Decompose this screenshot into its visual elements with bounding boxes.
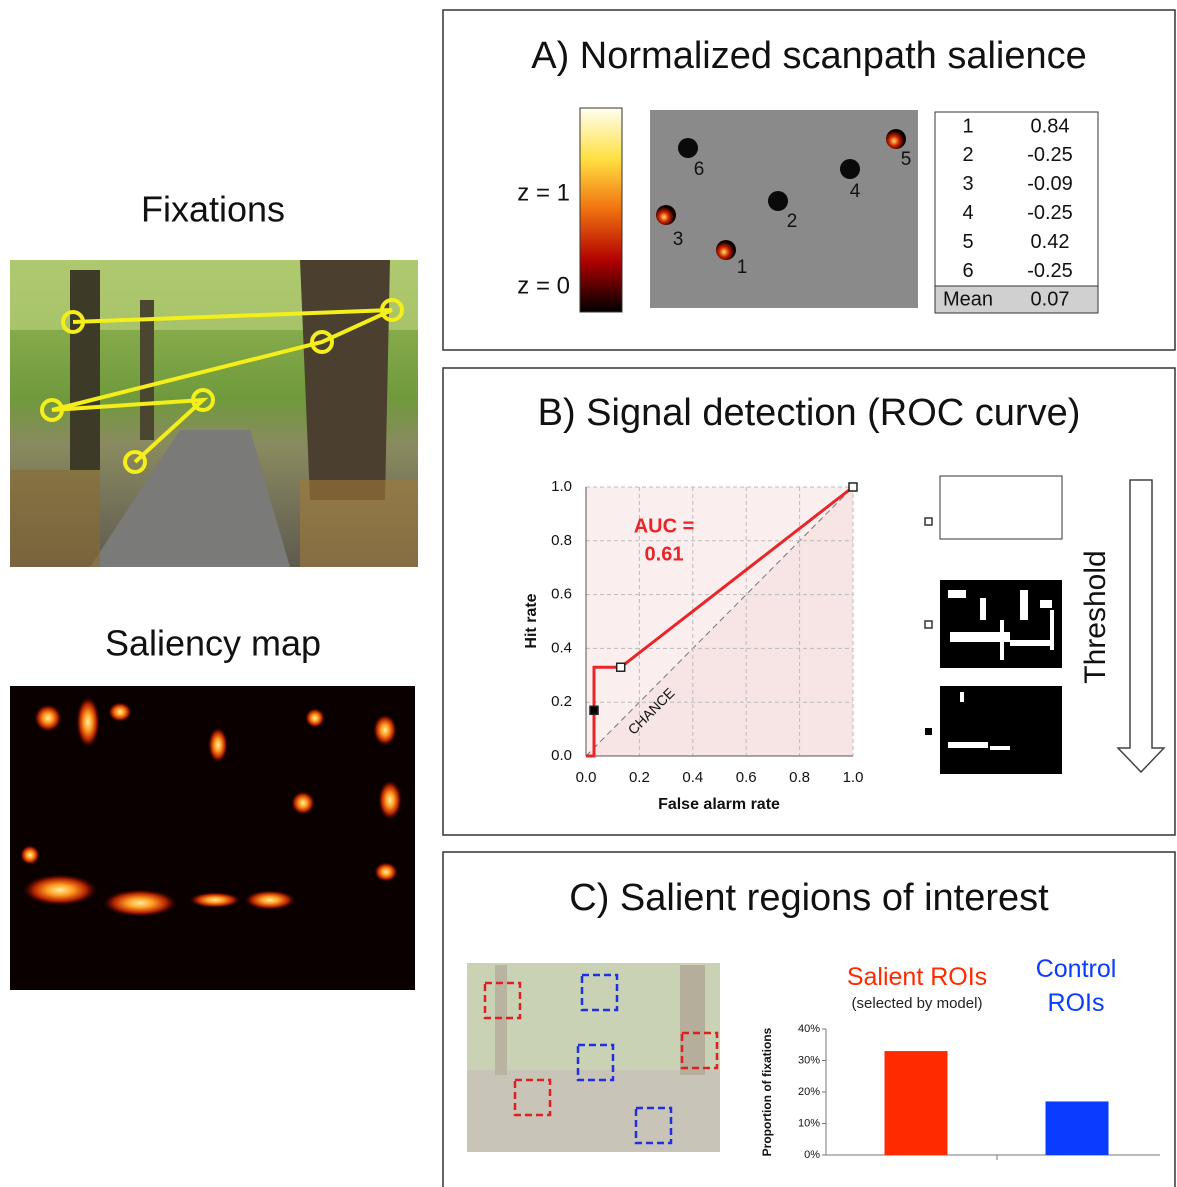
table-cell: -0.09 xyxy=(1027,173,1073,195)
y-tick-label: 0% xyxy=(804,1149,820,1161)
colorbar-label: z = 0 xyxy=(517,272,570,299)
x-tick-label: 0.0 xyxy=(576,769,597,786)
saliency-map xyxy=(10,686,415,990)
fixation-dot xyxy=(840,159,860,179)
bar xyxy=(885,1051,948,1155)
fixations-photo xyxy=(10,260,418,567)
category-label: Salient ROIs xyxy=(807,960,1027,994)
thumbnails xyxy=(925,476,1164,774)
table-cell: 0.84 xyxy=(1031,115,1070,137)
auc-label: 0.61 xyxy=(645,543,684,565)
x-tick-label: 1.0 xyxy=(843,769,864,786)
colorbar-label: z = 1 xyxy=(517,179,570,206)
x-axis-label: False alarm rate xyxy=(658,796,780,813)
y-axis-label: Hit rate xyxy=(523,593,540,648)
table-cell: 1 xyxy=(962,115,973,137)
figure: Fixations Saliency map A) Norma xyxy=(0,0,1177,1187)
table-cell: Mean xyxy=(943,288,993,310)
fixation-label: 6 xyxy=(694,159,705,180)
y-tick-label: 0.2 xyxy=(551,693,572,710)
table-cell: -0.25 xyxy=(1027,260,1073,282)
fixation-dot xyxy=(768,191,788,211)
table-cell: -0.25 xyxy=(1027,144,1073,166)
bar xyxy=(1046,1101,1109,1155)
fixation-label: 1 xyxy=(737,257,748,278)
table-cell: 0.42 xyxy=(1031,231,1070,253)
fixation-label: 2 xyxy=(787,211,798,232)
x-tick-label: 0.8 xyxy=(789,769,810,786)
fixation-label: 5 xyxy=(901,149,912,170)
category-label: Control ROIs xyxy=(1016,952,1136,1020)
roc-marker xyxy=(849,483,857,491)
table-cell: 5 xyxy=(962,231,973,253)
roc-marker xyxy=(590,706,598,714)
y-tick-label: 0.4 xyxy=(551,639,572,656)
panel-a-title: A) Normalized scanpath salience xyxy=(531,35,1087,77)
table-cell: 4 xyxy=(962,202,973,224)
table-cell: -0.25 xyxy=(1027,202,1073,224)
y-axis-label: Proportion of fixations xyxy=(760,1027,774,1156)
roc-marker xyxy=(617,663,625,671)
x-tick-label: 0.2 xyxy=(629,769,650,786)
fixation-label: 4 xyxy=(850,181,861,202)
roi-photo xyxy=(467,963,720,1152)
table-cell: 0.07 xyxy=(1031,288,1070,310)
fixation-label: 3 xyxy=(673,229,684,250)
table-cell: 3 xyxy=(962,173,973,195)
fixations-title: Fixations xyxy=(141,189,285,230)
y-tick-label: 30% xyxy=(798,1054,820,1066)
colorbar xyxy=(580,108,622,312)
y-tick-label: 0.8 xyxy=(551,532,572,549)
y-tick-label: 0.0 xyxy=(551,747,572,764)
saliency-title: Saliency map xyxy=(105,623,321,664)
y-tick-label: 20% xyxy=(798,1086,820,1098)
y-tick-label: 1.0 xyxy=(551,478,572,495)
fixation-dot xyxy=(716,240,736,260)
auc-label: AUC = xyxy=(634,515,695,537)
x-tick-label: 0.6 xyxy=(736,769,757,786)
salience-table xyxy=(935,112,1098,313)
y-tick-label: 40% xyxy=(798,1023,820,1035)
fixation-dot xyxy=(886,129,906,149)
table-cell: 2 xyxy=(962,144,973,166)
panel-b-title: B) Signal detection (ROC curve) xyxy=(538,392,1081,434)
table-cell: 6 xyxy=(962,260,973,282)
panel-c-title: C) Salient regions of interest xyxy=(569,877,1049,919)
x-tick-label: 0.4 xyxy=(682,769,703,786)
y-tick-label: 0.6 xyxy=(551,586,572,603)
fixation-dot xyxy=(678,138,698,158)
threshold-label: Threshold xyxy=(1079,550,1112,683)
y-tick-label: 10% xyxy=(798,1117,820,1129)
fixation-dot xyxy=(656,205,676,225)
category-note: (selected by model) xyxy=(807,995,1027,1012)
